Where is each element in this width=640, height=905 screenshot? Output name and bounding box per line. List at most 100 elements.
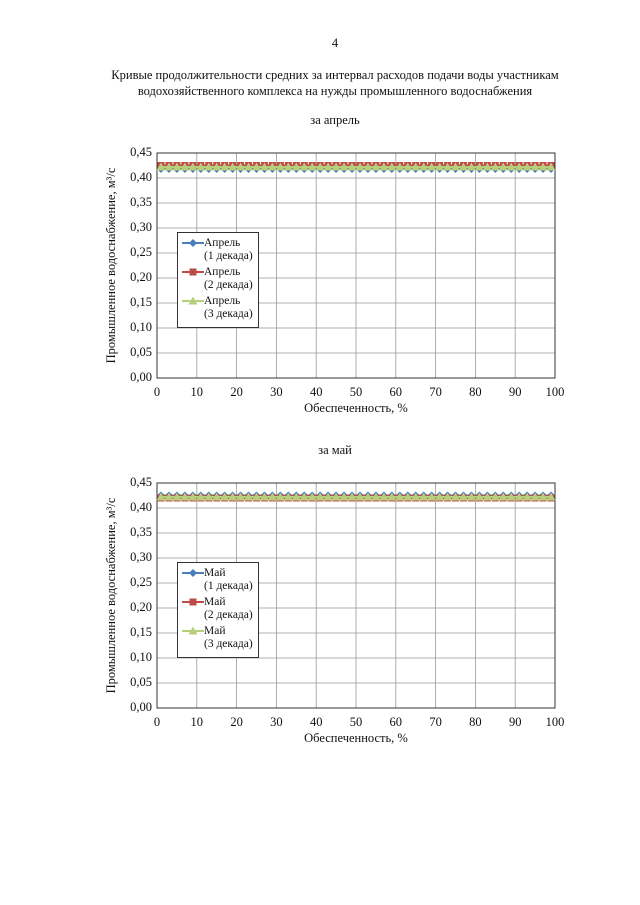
marker	[427, 492, 437, 501]
marker	[411, 492, 421, 501]
legend-entry: Апрель (1 декада)	[182, 237, 254, 263]
chart-subtitle: за май	[318, 443, 352, 457]
marker	[236, 162, 246, 171]
marker	[387, 162, 397, 171]
y-tick-label: 0,30	[130, 220, 152, 234]
heading-line: водохозяйственного комплекса на нужды пр…	[138, 84, 533, 98]
legend-swatch	[182, 296, 204, 305]
marker	[156, 492, 166, 501]
y-axis-label: Промышленное водоснабжение, м³/с	[104, 497, 118, 693]
marker	[164, 492, 174, 501]
marker	[379, 492, 389, 501]
y-tick-label: 0,35	[130, 525, 152, 539]
x-tick-label: 40	[310, 715, 323, 729]
marker	[244, 162, 254, 171]
marker	[339, 492, 349, 501]
x-axis-label: Обеспеченность, %	[304, 731, 408, 745]
marker	[474, 492, 484, 501]
marker	[546, 492, 556, 501]
y-tick-label: 0,15	[130, 295, 152, 309]
y-tick-label: 0,10	[130, 320, 152, 334]
marker	[538, 492, 548, 501]
legend-entry: Апрель (3 декада)	[182, 295, 254, 321]
legend-entry: Май (1 декада)	[182, 567, 254, 593]
y-tick-label: 0,00	[130, 370, 152, 384]
marker	[204, 492, 214, 501]
marker	[498, 492, 508, 501]
marker	[189, 569, 197, 577]
marker	[443, 162, 453, 171]
marker	[379, 162, 389, 171]
marker	[323, 492, 333, 501]
marker	[530, 162, 540, 171]
x-tick-label: 70	[429, 715, 442, 729]
marker	[514, 492, 524, 501]
marker	[156, 162, 166, 171]
marker	[275, 492, 285, 501]
marker	[172, 492, 182, 501]
legend-label: Апрель (2 декада)	[204, 266, 253, 291]
marker	[482, 162, 492, 171]
x-tick-label: 0	[154, 385, 160, 399]
legend: Апрель (1 декада) Апрель (2 декада) Апрель…	[177, 232, 259, 328]
marker	[252, 162, 261, 171]
marker	[180, 492, 190, 501]
marker	[419, 492, 429, 501]
x-axis-label: Обеспеченность, %	[304, 401, 408, 415]
y-tick-label: 0,40	[130, 500, 152, 514]
marker	[236, 492, 246, 501]
heading-line: Кривые продолжительности средних за инте…	[111, 68, 558, 82]
legend-label: Апрель (3 декада)	[204, 295, 253, 320]
marker	[498, 162, 508, 171]
marker	[189, 239, 197, 247]
legend-swatch	[182, 239, 204, 247]
marker	[189, 598, 197, 606]
y-tick-label: 0,25	[130, 245, 152, 259]
marker	[411, 162, 421, 171]
marker	[427, 162, 437, 171]
marker	[228, 162, 238, 171]
marker	[395, 162, 405, 171]
x-tick-label: 30	[270, 385, 283, 399]
marker	[212, 492, 222, 501]
marker	[490, 492, 500, 501]
marker	[331, 162, 341, 171]
x-tick-label: 40	[310, 385, 323, 399]
x-tick-label: 10	[191, 385, 204, 399]
legend-entry: Май (3 декада)	[182, 625, 254, 651]
marker	[196, 492, 206, 501]
x-tick-label: 100	[546, 715, 565, 729]
marker	[371, 492, 381, 501]
marker	[283, 162, 293, 171]
legend-entry: Апрель (2 декада)	[182, 266, 254, 292]
marker	[506, 492, 516, 501]
marker	[371, 162, 381, 171]
page-number: 4	[332, 36, 339, 50]
y-tick-label: 0,00	[130, 700, 152, 714]
marker	[482, 492, 492, 501]
x-tick-label: 30	[270, 715, 283, 729]
marker	[267, 492, 277, 501]
marker	[458, 162, 468, 171]
marker	[188, 626, 198, 635]
legend-swatch	[182, 626, 204, 635]
marker	[514, 162, 524, 171]
x-tick-label: 70	[429, 385, 442, 399]
marker	[466, 492, 476, 501]
marker	[180, 162, 190, 171]
y-tick-label: 0,10	[130, 650, 152, 664]
marker	[419, 162, 429, 171]
y-axis-label: Промышленное водоснабжение, м³/с	[104, 167, 118, 363]
marker	[307, 162, 317, 171]
marker	[443, 492, 453, 501]
marker	[347, 162, 357, 171]
marker	[490, 162, 500, 171]
legend-label: Май (3 декада)	[204, 625, 253, 650]
marker	[188, 492, 198, 501]
marker	[538, 162, 548, 171]
marker	[252, 492, 261, 501]
marker	[331, 492, 341, 501]
plot-frame	[156, 482, 556, 709]
marker	[291, 162, 301, 171]
